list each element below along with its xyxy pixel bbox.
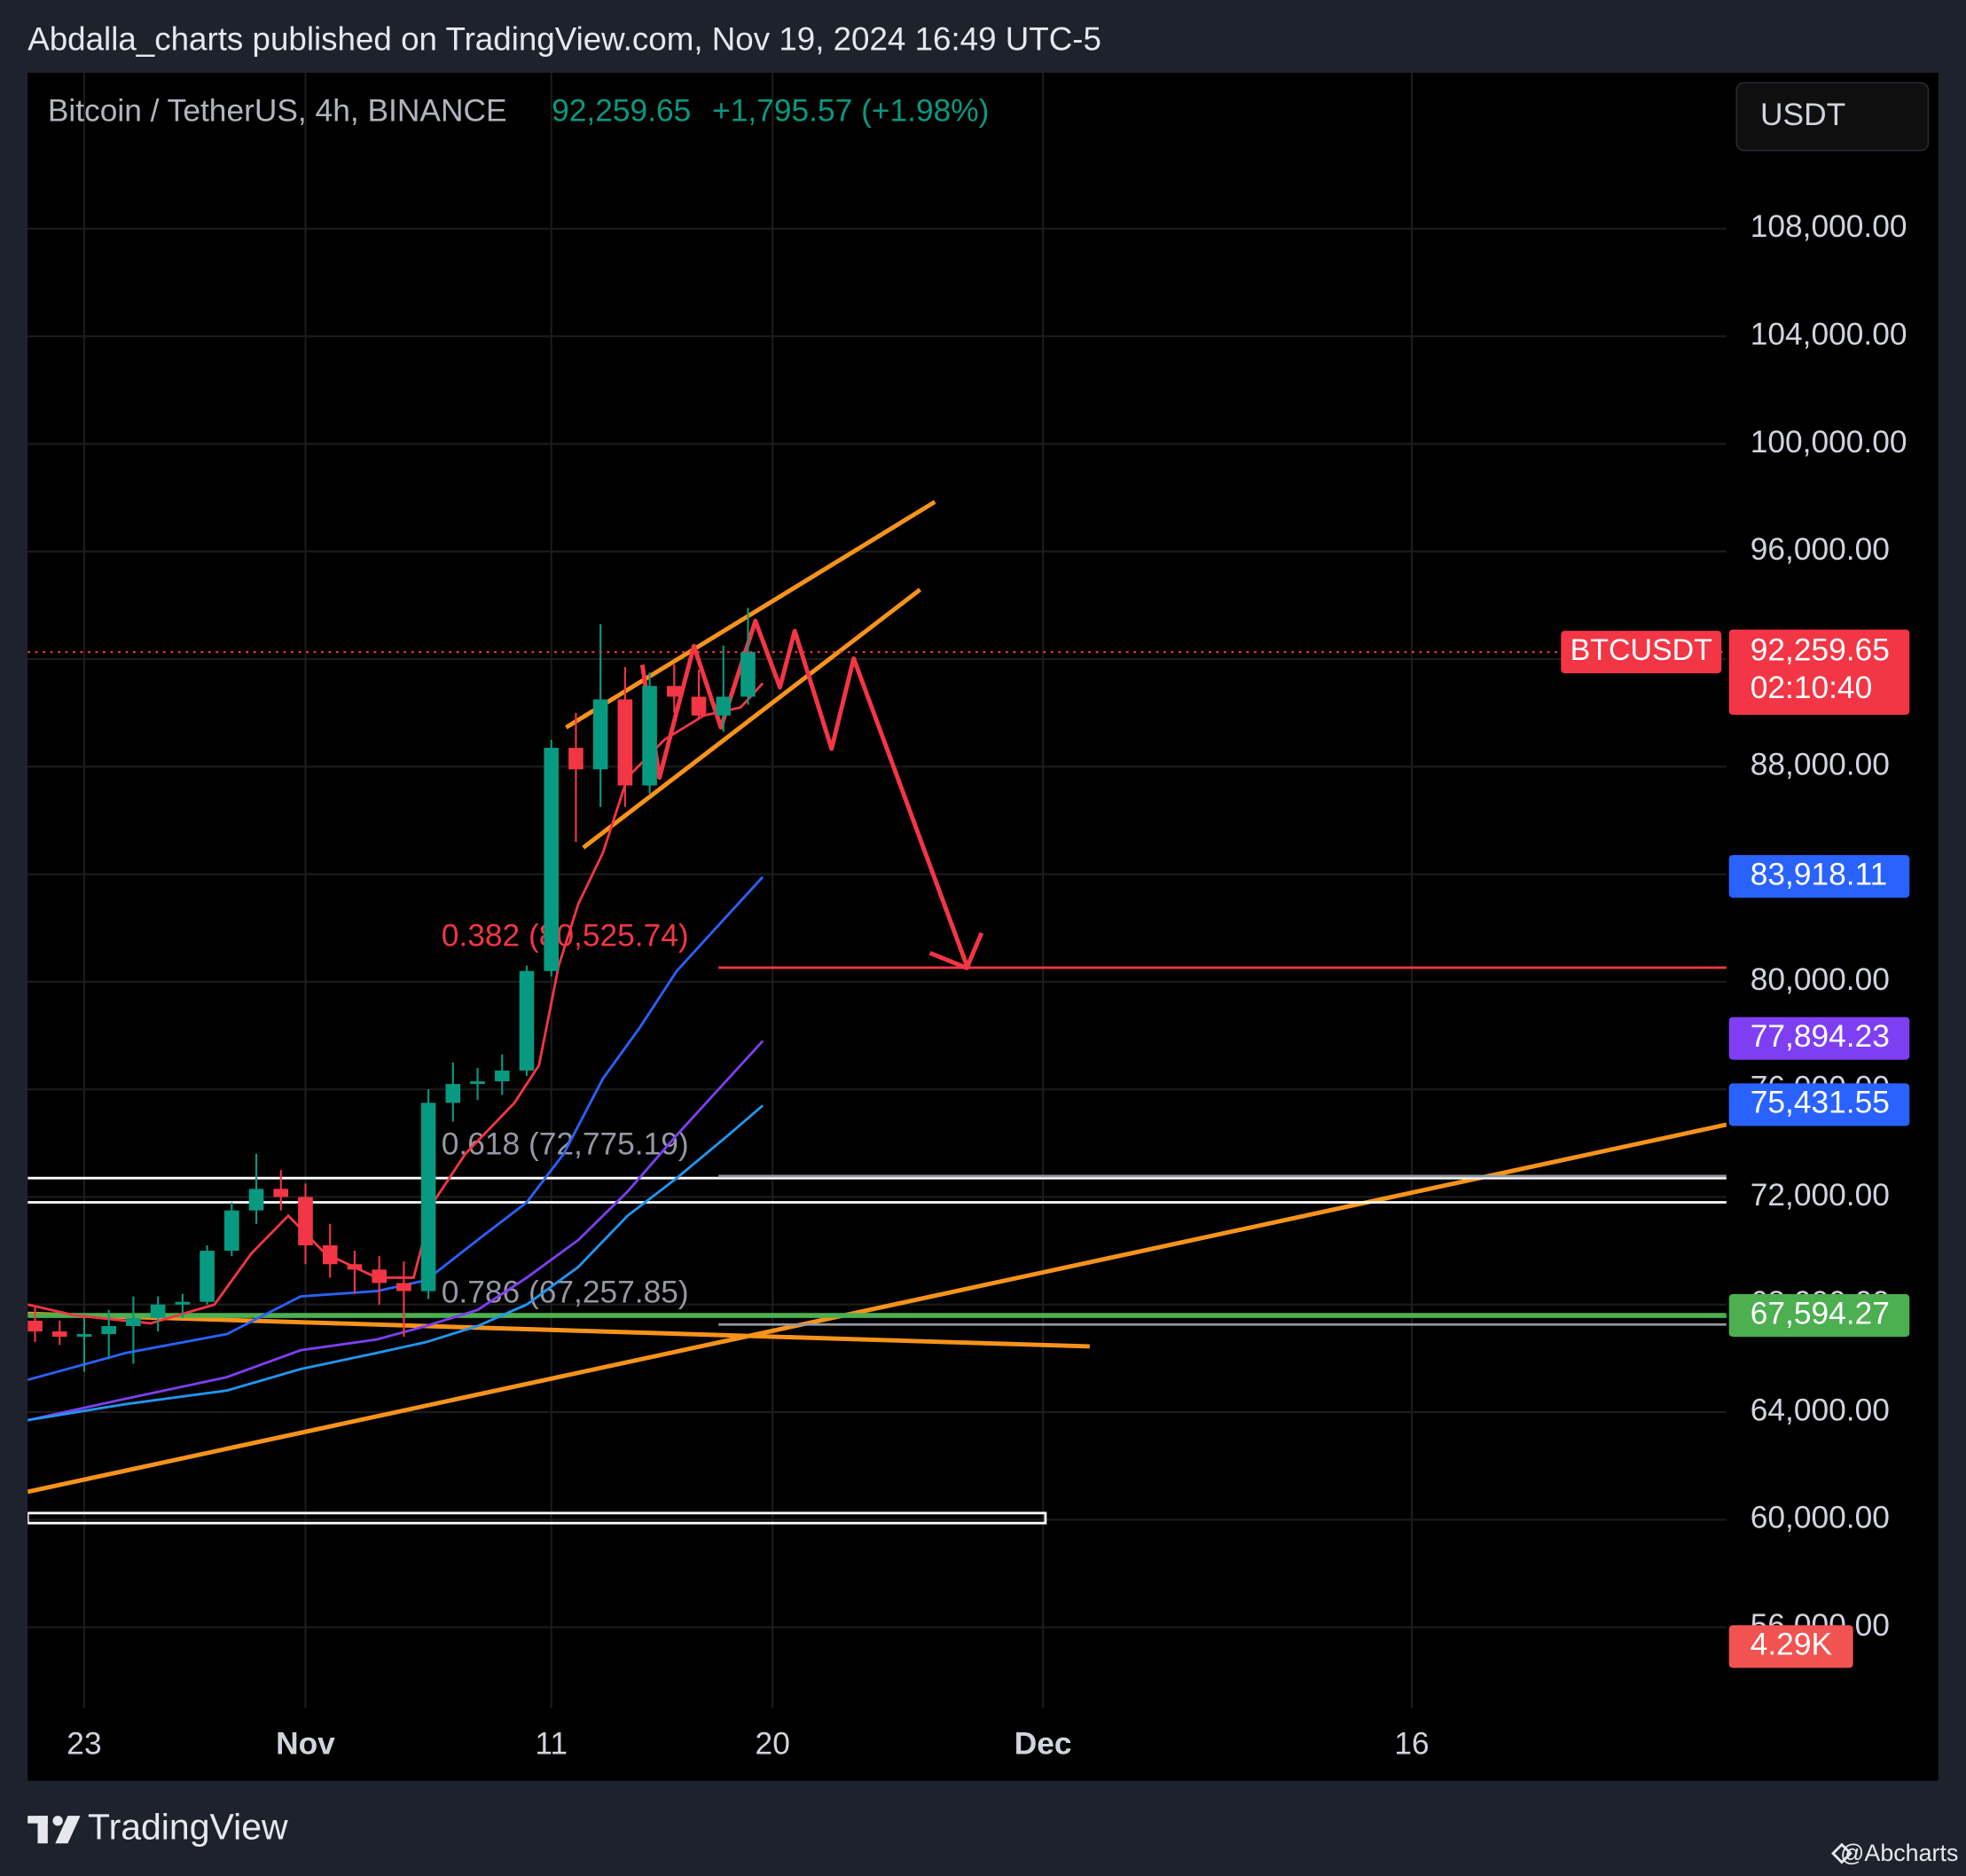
trend-line: [639, 618, 969, 967]
price-label-text: 83,918.11: [1751, 857, 1888, 891]
x-tick-label: 23: [67, 1726, 101, 1761]
trend-line: [565, 499, 936, 730]
logo-mark: [52, 1816, 63, 1826]
axis: 56,000.0060,000.0064,000.0068,000.0072,0…: [67, 209, 1910, 1761]
x-tick-label: 16: [1394, 1726, 1429, 1761]
x-tick-label: Nov: [276, 1726, 335, 1761]
candle-body: [617, 699, 633, 786]
candle-body: [322, 1245, 338, 1265]
y-tick-label: 104,000.00: [1751, 317, 1907, 351]
candle-body: [642, 686, 657, 786]
y-tick-label: 72,000.00: [1751, 1178, 1890, 1213]
candle-body: [740, 652, 756, 697]
y-tick-label: 108,000.00: [1751, 209, 1907, 244]
brand: TradingView: [88, 1807, 288, 1848]
x-tick-label: 20: [756, 1726, 790, 1761]
candle-body: [175, 1301, 191, 1305]
handle: @Abcharts: [1840, 1840, 1958, 1866]
candle-body: [470, 1081, 485, 1085]
trend-line: [27, 1311, 1090, 1349]
candle-body: [396, 1283, 411, 1291]
logo-mark: [55, 1816, 81, 1844]
trend-line: [27, 1122, 1727, 1495]
price-label-text: 67,594.27: [1751, 1296, 1890, 1330]
candle-body: [223, 1210, 239, 1252]
candle-body: [101, 1325, 117, 1335]
moving-average: [27, 1104, 764, 1422]
symbol-badge: [1561, 631, 1722, 674]
price-badge-label: 92,259.65: [1751, 632, 1890, 667]
candle-body: [248, 1189, 264, 1211]
candle-body: [27, 1320, 43, 1332]
x-tick-label: 11: [535, 1726, 568, 1761]
currency[interactable]: USDT: [1760, 98, 1845, 132]
rectangle: [27, 1511, 1047, 1525]
volume-label: 4.29K: [1751, 1628, 1833, 1662]
candle-body: [519, 970, 535, 1071]
candle-body: [298, 1197, 313, 1246]
y-tick-label: 60,000.00: [1751, 1501, 1890, 1535]
candle-body: [544, 748, 560, 971]
y-tick-label: 96,000.00: [1751, 532, 1890, 567]
x-tick-label: Dec: [1014, 1726, 1072, 1761]
candle-body: [691, 696, 707, 716]
candle-body: [150, 1304, 166, 1318]
price-label-text: 77,894.23: [1751, 1019, 1890, 1054]
y-tick-label: 64,000.00: [1751, 1393, 1890, 1427]
fib-label: 0.786 (67,257.85): [442, 1276, 689, 1310]
candle-body: [347, 1264, 363, 1270]
logo-mark: [37, 1816, 48, 1844]
candle-body: [494, 1070, 510, 1082]
last-price: 92,259.65: [552, 94, 691, 129]
candle-body: [126, 1317, 141, 1326]
symbol: Bitcoin / TetherUS, 4h, BINANCE: [48, 94, 507, 129]
logo: [27, 1816, 81, 1844]
plot: 0.382 (80,525.74)0.618 (72,775.19)0.786 …: [27, 499, 1727, 1525]
candle-body: [592, 699, 608, 770]
price-label-badge: [1728, 1293, 1910, 1338]
volume-badge: [1728, 1625, 1853, 1668]
candle-body: [667, 686, 682, 697]
y-tick-label: 100,000.00: [1751, 425, 1907, 459]
candle-body: [445, 1084, 461, 1103]
currency-box[interactable]: [1735, 82, 1930, 152]
price-change: +1,795.57 (+1.98%): [712, 94, 989, 129]
candle-body: [716, 696, 732, 716]
candle-body: [273, 1189, 289, 1197]
candle-body: [372, 1269, 387, 1283]
moving-average: [27, 875, 764, 1381]
price-label-text: 75,431.55: [1751, 1086, 1890, 1120]
candle-body: [200, 1251, 215, 1302]
publisher: Abdalla_charts published on TradingView.…: [27, 20, 1101, 57]
fib-label: 0.618 (72,775.19): [442, 1126, 689, 1161]
candle-body: [420, 1103, 436, 1291]
price-badge: [1728, 629, 1910, 715]
handle-icon: [1831, 1842, 1852, 1864]
trend-line: [582, 587, 922, 850]
price-label-badge: [1728, 855, 1910, 899]
countdown: 02:10:40: [1751, 671, 1873, 705]
grid: [27, 72, 1727, 1708]
y-tick-label: 80,000.00: [1751, 962, 1890, 997]
price-label-badge: [1728, 1083, 1910, 1126]
moving-average: [27, 1040, 764, 1422]
candle-body: [568, 748, 584, 770]
candle-body: [76, 1334, 92, 1338]
price-label-badge: [1728, 1016, 1910, 1060]
plot-area: [27, 72, 1939, 1781]
candle-body: [51, 1331, 67, 1338]
y-tick-label: 88,000.00: [1751, 748, 1890, 782]
symbol-badge-label: BTCUSDT: [1570, 633, 1712, 667]
